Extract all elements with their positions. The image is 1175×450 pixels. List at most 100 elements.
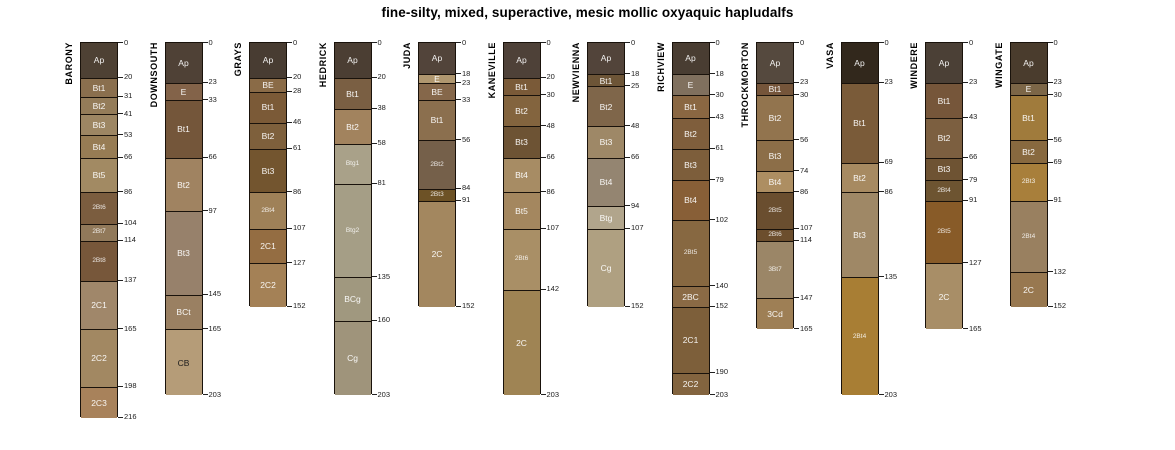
depth-label: 165 [124, 323, 137, 333]
depth-label: 33 [462, 94, 471, 104]
horizon-name-label: 2Bt5 [768, 206, 782, 214]
depth-tick [371, 76, 377, 78]
depth-label: 43 [715, 112, 724, 122]
depth-label: 190 [715, 367, 729, 377]
depth-tick [540, 227, 546, 229]
horizon-name-label: Bt2 [261, 131, 275, 142]
depth-label: 38 [377, 103, 386, 113]
horizon-name-label: Bt4 [92, 141, 106, 152]
horizon-segment: Bt5 [81, 157, 117, 193]
series-name-label: WINGATE [993, 42, 1004, 89]
depth-tick [287, 121, 292, 123]
horizon-name-label: Bt3 [599, 137, 613, 148]
depth-label: 48 [631, 120, 640, 130]
depth-tick [963, 199, 968, 201]
horizon-segment: Bt4 [672, 180, 709, 221]
depth-tick [202, 156, 208, 158]
depth-tick [1047, 305, 1053, 307]
depth-label: 23 [800, 77, 809, 87]
depth-label: 66 [124, 152, 133, 162]
depth-label: 114 [800, 235, 812, 245]
horizon-segment: Btg1 [334, 143, 371, 184]
horizon-segment: 2C [503, 289, 540, 396]
depth-tick [625, 227, 630, 229]
horizon-name-label: Btg [599, 212, 613, 223]
depth-tick [202, 394, 208, 396]
depth-label: 66 [631, 152, 640, 162]
horizon-segment: Ap [757, 43, 793, 83]
horizon-name-label: Btg2 [345, 226, 360, 234]
horizon-name-label: Ap [854, 57, 865, 68]
horizon-segment: Ap [1010, 43, 1047, 83]
horizon-name-label: Bt2 [768, 112, 782, 123]
depth-label: 97 [208, 205, 217, 215]
depth-label: 23 [884, 77, 893, 87]
horizon-name-label: 3Cd [767, 309, 783, 320]
depth-label: 152 [293, 301, 306, 311]
depth-label: 127 [293, 257, 306, 267]
horizon-segment: 2C [419, 200, 455, 307]
horizon-name-label: 2C1 [682, 335, 699, 346]
horizon-name-label: Ap [516, 55, 527, 66]
depth-tick [118, 416, 123, 418]
horizon-segment: E [1010, 82, 1047, 96]
horizon-segment: 2Bt4 [1010, 200, 1047, 273]
series-name-label: GRAYS [233, 42, 243, 77]
horizon-name-label: 2C2 [91, 353, 107, 364]
depth-tick [709, 371, 715, 373]
depth-tick [625, 42, 630, 43]
depth-label: 30 [546, 89, 555, 99]
depth-label: 23 [208, 77, 217, 87]
depth-tick [878, 81, 884, 83]
depth-label: 56 [1053, 134, 1062, 144]
horizon-segment: Btg2 [334, 183, 371, 278]
depth-label: 25 [631, 80, 640, 90]
horizon-segment: 2Bt7 [81, 223, 117, 241]
horizon-name-label: 2Bt7 [92, 228, 106, 236]
horizon-segment: Bt2 [757, 95, 793, 141]
depth-tick [118, 385, 123, 387]
depth-tick [709, 394, 715, 396]
horizon-name-label: 2Bt3 [1021, 178, 1036, 186]
depth-tick [963, 179, 968, 181]
horizon-segment: 3Bt7 [757, 240, 793, 299]
horizon-segment: E [165, 82, 202, 101]
depth-tick [963, 156, 968, 158]
horizon-name-label: Cg [600, 263, 612, 274]
horizon-segment: Bt2 [81, 96, 117, 115]
depth-tick [709, 73, 715, 75]
horizon-name-label: 2Bt4 [1021, 232, 1036, 240]
horizon-name-label: 2BC [682, 291, 699, 302]
horizon-segment: 2Bt3 [1010, 162, 1047, 201]
horizon-name-label: 2Bt6 [92, 204, 106, 212]
depth-label: 69 [884, 157, 893, 167]
depth-tick [287, 90, 292, 92]
depth-label: 58 [377, 138, 386, 148]
horizon-name-label: Bt2 [684, 128, 697, 139]
horizon-segment: Bt4 [81, 135, 117, 158]
depth-tick [1047, 199, 1053, 201]
depth-tick [709, 116, 715, 118]
depth-label: 107 [800, 223, 813, 233]
horizon-name-label: 3Bt7 [768, 265, 782, 273]
depth-tick [794, 297, 799, 299]
depth-label: 48 [546, 120, 555, 130]
horizon-name-label: Bt4 [684, 195, 697, 206]
depth-label: 152 [1053, 301, 1067, 311]
horizon-name-label: Bt3 [92, 119, 106, 130]
depth-tick [1047, 139, 1053, 141]
horizon-segment: 2C1 [81, 280, 117, 330]
profile-bar: Ap BE Bt1 Bt2 Bt3 2Bt4 2C1 2C2 [249, 42, 287, 307]
depth-tick [287, 147, 292, 149]
horizon-name-label: Bt3 [853, 230, 866, 241]
horizon-name-label: Ap [938, 57, 950, 68]
depth-label: 152 [631, 301, 644, 311]
horizon-name-label: 2Bt4 [261, 206, 275, 214]
depth-tick [794, 227, 799, 229]
horizon-name-label: 2C2 [260, 280, 276, 291]
depth-label: 0 [1053, 37, 1058, 47]
horizon-segment: CB [165, 329, 202, 396]
profile-bar: Ap E Bt1 Bt2 Bt3 BCt CB [164, 42, 203, 396]
horizon-name-label: Bt1 [684, 101, 697, 112]
